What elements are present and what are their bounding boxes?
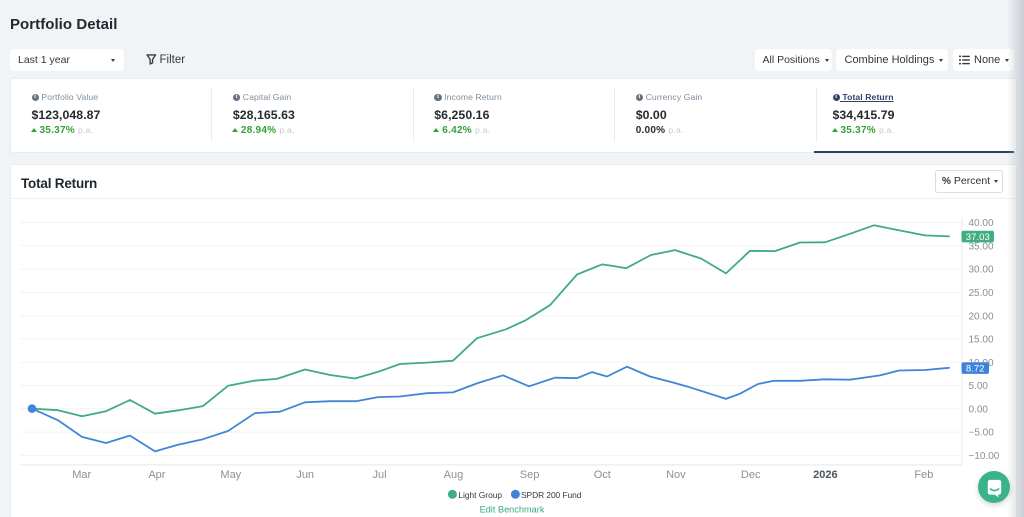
svg-text:20.00: 20.00	[969, 311, 994, 322]
svg-text:35.00: 35.00	[969, 241, 994, 252]
svg-text:0.00: 0.00	[969, 404, 989, 415]
svg-text:Aug: Aug	[444, 469, 464, 481]
svg-text:40.00: 40.00	[969, 218, 994, 229]
svg-text:Feb: Feb	[914, 469, 933, 481]
svg-text:SPDR 200 Fund: SPDR 200 Fund	[521, 490, 582, 500]
svg-text:2026: 2026	[813, 469, 837, 481]
svg-text:8.72: 8.72	[966, 363, 985, 374]
svg-text:30.00: 30.00	[969, 265, 994, 276]
svg-text:Jun: Jun	[296, 469, 314, 481]
svg-text:Mar: Mar	[72, 469, 91, 481]
svg-text:Sep: Sep	[520, 469, 540, 481]
svg-text:Apr: Apr	[148, 469, 165, 481]
svg-text:25.00: 25.00	[969, 288, 994, 299]
svg-text:Light Group: Light Group	[458, 490, 502, 500]
svg-text:−10.00: −10.00	[969, 451, 1000, 462]
svg-text:15.00: 15.00	[969, 335, 994, 346]
svg-text:5.00: 5.00	[969, 381, 989, 392]
svg-text:37.03: 37.03	[966, 232, 990, 243]
svg-text:−5.00: −5.00	[969, 428, 995, 439]
svg-text:Oct: Oct	[594, 469, 611, 481]
svg-text:May: May	[220, 469, 241, 481]
svg-text:Dec: Dec	[741, 469, 761, 481]
svg-text:Nov: Nov	[666, 469, 686, 481]
svg-text:Jul: Jul	[372, 469, 386, 481]
svg-text:Edit Benchmark: Edit Benchmark	[480, 504, 545, 514]
